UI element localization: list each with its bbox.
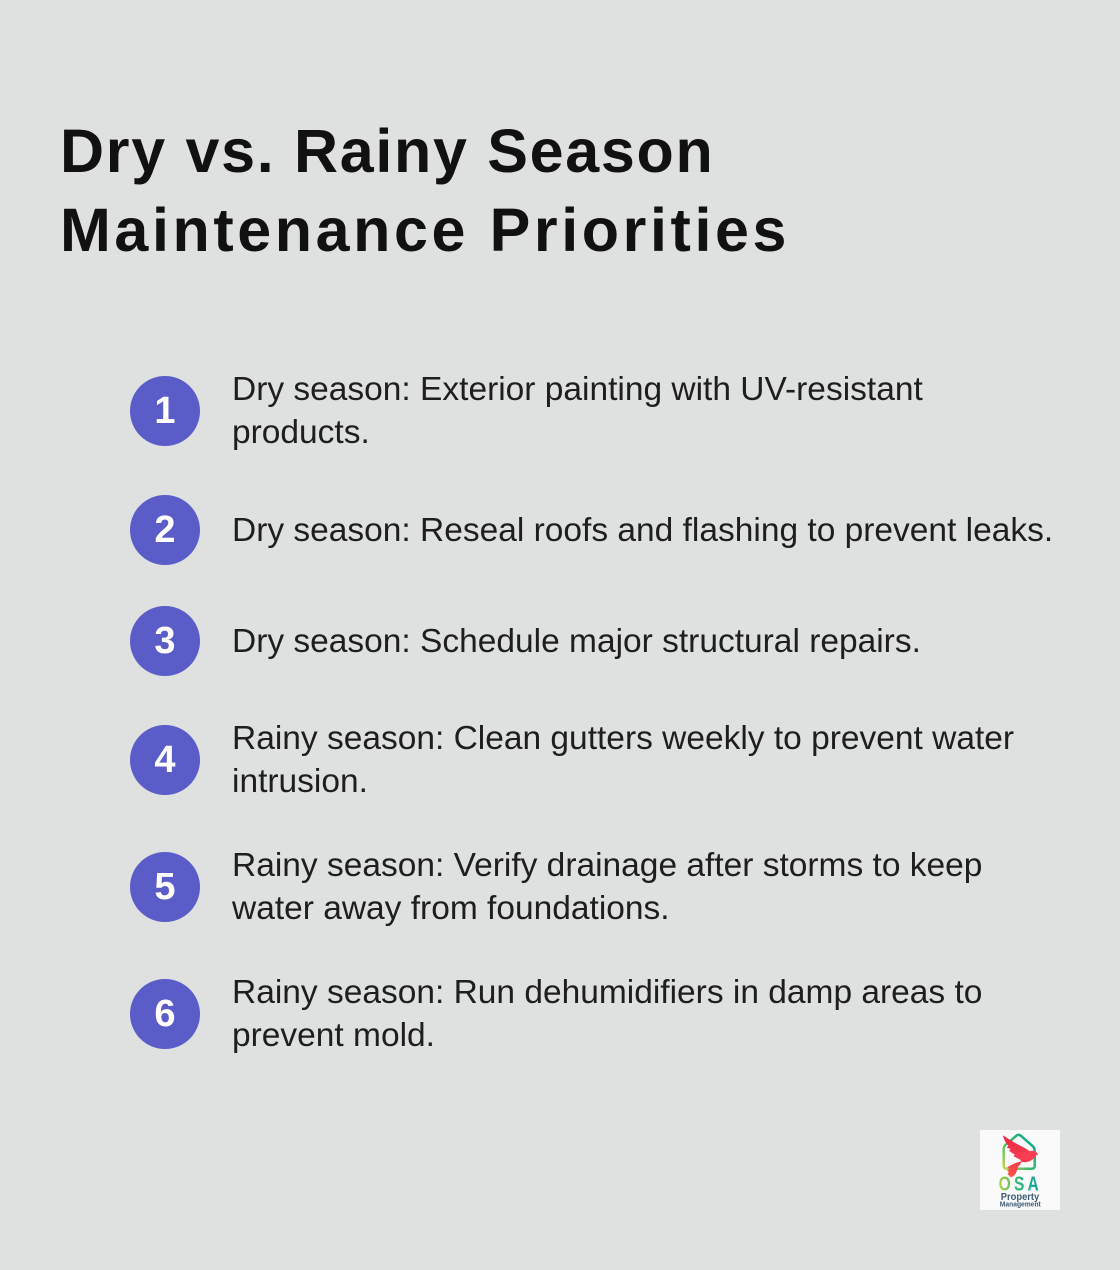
svg-text:Management: Management — [1000, 1200, 1042, 1209]
svg-text:Property: Property — [1001, 1192, 1040, 1203]
svg-text:OSA: OSA — [999, 1173, 1042, 1196]
